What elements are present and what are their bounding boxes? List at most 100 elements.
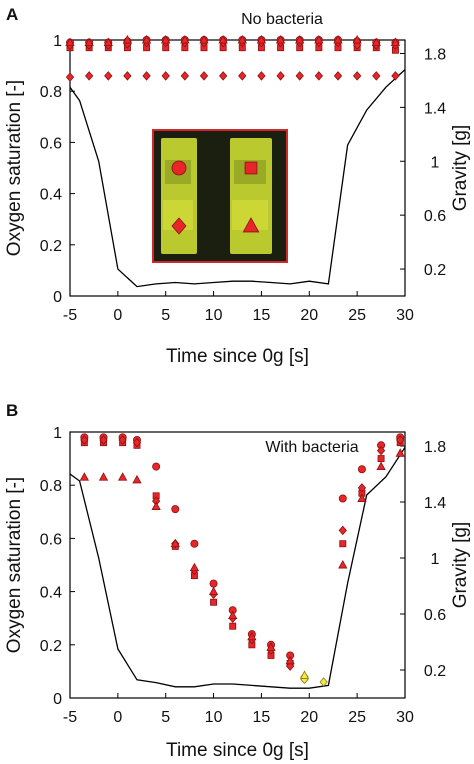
- inset-strip-right: [230, 138, 272, 254]
- data-point-diamond: [338, 525, 347, 536]
- y-tick-label: 0.8: [40, 84, 62, 101]
- panel-letter: A: [6, 5, 18, 24]
- data-point-triangle: [266, 642, 276, 651]
- inset-image: [152, 129, 288, 263]
- series-square: [80, 439, 404, 667]
- data-point-triangle: [275, 35, 286, 44]
- data-point-triangle: [228, 610, 238, 619]
- gravity-line: [69, 69, 406, 288]
- x-tick-label: 0: [113, 307, 122, 324]
- series-diamond: [80, 435, 405, 671]
- data-point-triangle: [390, 37, 401, 47]
- series-triangle: [65, 35, 401, 47]
- x-tick-label: 20: [300, 709, 318, 726]
- data-point-triangle: [118, 472, 128, 481]
- y2-tick-label: 0.2: [424, 262, 446, 279]
- data-point-triangle: [247, 631, 257, 641]
- data-point-diamond: [118, 435, 127, 445]
- y2-tick-label: 0.6: [424, 607, 446, 624]
- series-circle: [66, 36, 400, 47]
- data-point-diamond: [104, 71, 113, 81]
- data-point-triangle: [333, 35, 343, 44]
- inset-strip-left: [161, 138, 197, 254]
- data-point-triangle: [338, 560, 348, 569]
- y-tick-label: 0.2: [40, 238, 62, 255]
- x-tick-label: 10: [205, 709, 223, 726]
- data-point-diamond: [199, 71, 209, 81]
- data-point-diamond: [396, 435, 405, 445]
- data-point-diamond: [123, 71, 132, 81]
- data-point-diamond: [142, 71, 151, 81]
- data-point-triangle: [208, 586, 219, 596]
- y2-tick-label: 1: [431, 154, 440, 171]
- data-point-diamond: [65, 72, 75, 82]
- y2-tick-label: 1.8: [424, 439, 446, 456]
- data-point-triangle: [256, 35, 267, 44]
- data-point-diamond: [314, 71, 323, 81]
- y-tick-label: 0.4: [40, 187, 62, 204]
- y2-tick-label: 0.2: [424, 663, 446, 680]
- x-tick-label: -5: [63, 709, 77, 726]
- x-axis-label: Time since 0g [s]: [166, 740, 309, 761]
- data-point-diamond: [372, 71, 381, 81]
- data-point-triangle: [141, 35, 152, 44]
- y2-tick-label: 1.4: [424, 495, 446, 512]
- data-point-diamond: [391, 71, 400, 81]
- data-point-triangle: [65, 37, 75, 47]
- data-point-diamond: [219, 71, 228, 81]
- inset-marker-square: [244, 161, 258, 175]
- x-tick-label: 10: [205, 307, 223, 324]
- x-axis-label: Time since 0g [s]: [166, 346, 309, 367]
- panel-letter: B: [6, 401, 18, 420]
- data-point-diamond: [276, 71, 285, 81]
- data-point-triangle: [285, 655, 295, 665]
- data-point-triangle: [395, 448, 405, 457]
- data-point-triangle: [84, 37, 94, 47]
- data-point-diamond: [376, 445, 386, 456]
- series-triangle-highlight: [299, 670, 310, 679]
- series-triangle: [79, 448, 405, 665]
- data-point-diamond: [357, 483, 367, 493]
- x-tick-label: 20: [300, 307, 318, 324]
- data-point-diamond: [319, 677, 328, 687]
- x-tick-label: 30: [396, 307, 414, 324]
- y2-tick-label: 0.6: [424, 208, 446, 225]
- data-point-circle: [152, 462, 161, 471]
- series-diamond: [65, 71, 400, 82]
- data-point-triangle: [218, 35, 228, 44]
- data-point-triangle: [237, 35, 247, 44]
- y-tick-label: 0.4: [40, 585, 62, 602]
- data-point-diamond: [353, 71, 362, 81]
- data-point-diamond: [80, 435, 89, 445]
- x-tick-label: 15: [253, 307, 271, 324]
- data-point-diamond: [161, 71, 170, 81]
- data-point-triangle: [299, 670, 310, 679]
- data-point-circle: [357, 465, 366, 474]
- data-point-diamond: [180, 71, 189, 81]
- panel-title: No bacteria: [241, 11, 323, 28]
- data-point-triangle: [352, 35, 362, 44]
- y-tick-label: 0: [53, 691, 62, 708]
- panel-A: A No bacteria-5 0 5 10 15 20 25 3000.20.40.60.81…: [4, 5, 471, 367]
- data-point-triangle: [295, 35, 305, 44]
- data-point-triangle: [122, 35, 133, 44]
- data-point-circle: [190, 539, 199, 548]
- data-point-diamond: [353, 40, 362, 50]
- x-tick-label: 0: [113, 709, 122, 726]
- data-point-triangle: [151, 501, 161, 510]
- data-point-square: [339, 540, 347, 548]
- plot-frame: [69, 431, 406, 699]
- y-tick-label: 1: [53, 425, 62, 442]
- data-point-triangle: [98, 472, 109, 481]
- data-point-circle: [338, 494, 347, 503]
- data-point-diamond: [333, 71, 343, 81]
- plot-frame: [69, 39, 406, 297]
- y2-axis-label: Gravity [g]: [450, 522, 471, 609]
- data-point-triangle: [79, 472, 89, 481]
- y-axis-label: Oxygen saturation [-]: [4, 477, 25, 653]
- inset-marker-triangle: [242, 217, 260, 233]
- x-tick-label: 5: [161, 307, 170, 324]
- y-tick-label: 0.6: [40, 135, 62, 152]
